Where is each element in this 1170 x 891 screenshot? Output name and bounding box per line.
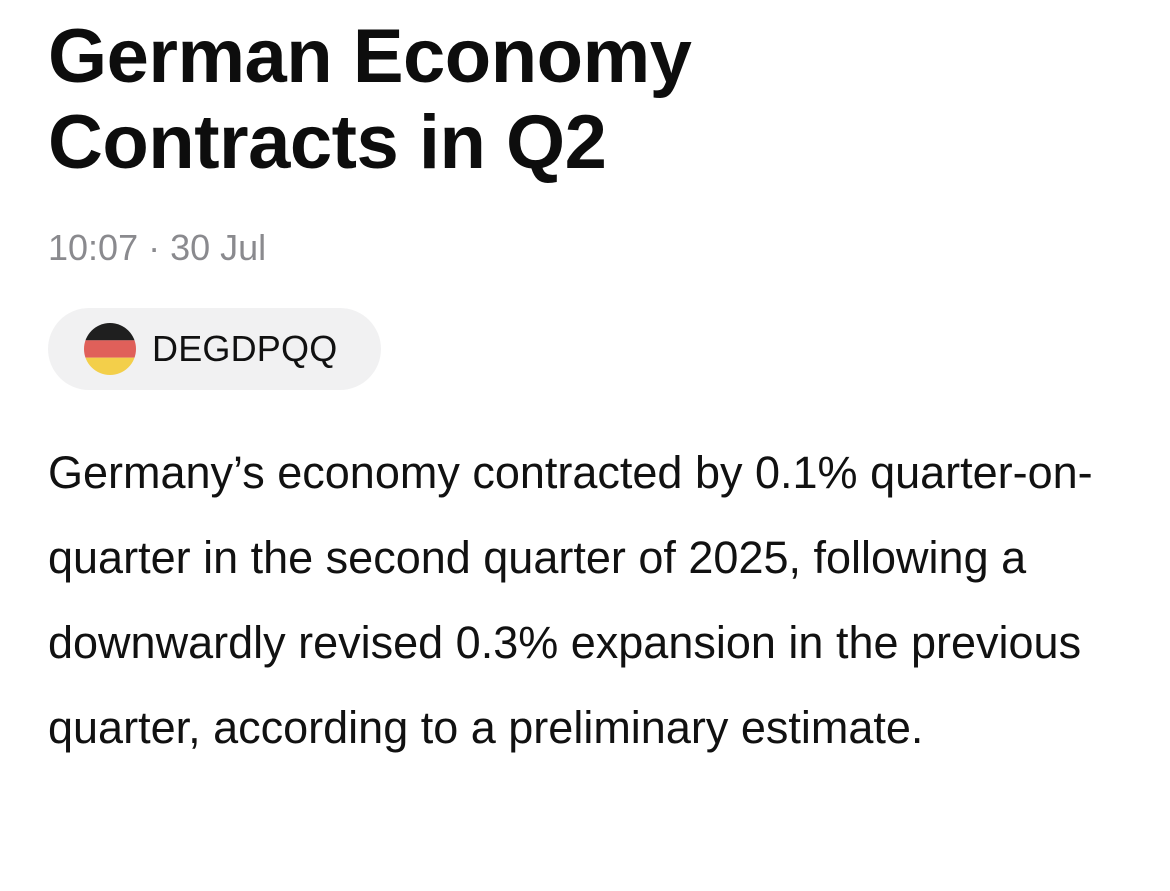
germany-flag-icon bbox=[84, 323, 136, 375]
article-timestamp: 10:07 · 30 Jul bbox=[48, 227, 267, 268]
article-body: Germany’s economy contracted by 0.1% qua… bbox=[48, 447, 1093, 753]
ticker-symbol: DEGDPQQ bbox=[152, 328, 338, 369]
ticker-chip[interactable]: DEGDPQQ bbox=[48, 308, 382, 390]
article-headline: German Economy Contracts in Q2 bbox=[48, 14, 692, 185]
